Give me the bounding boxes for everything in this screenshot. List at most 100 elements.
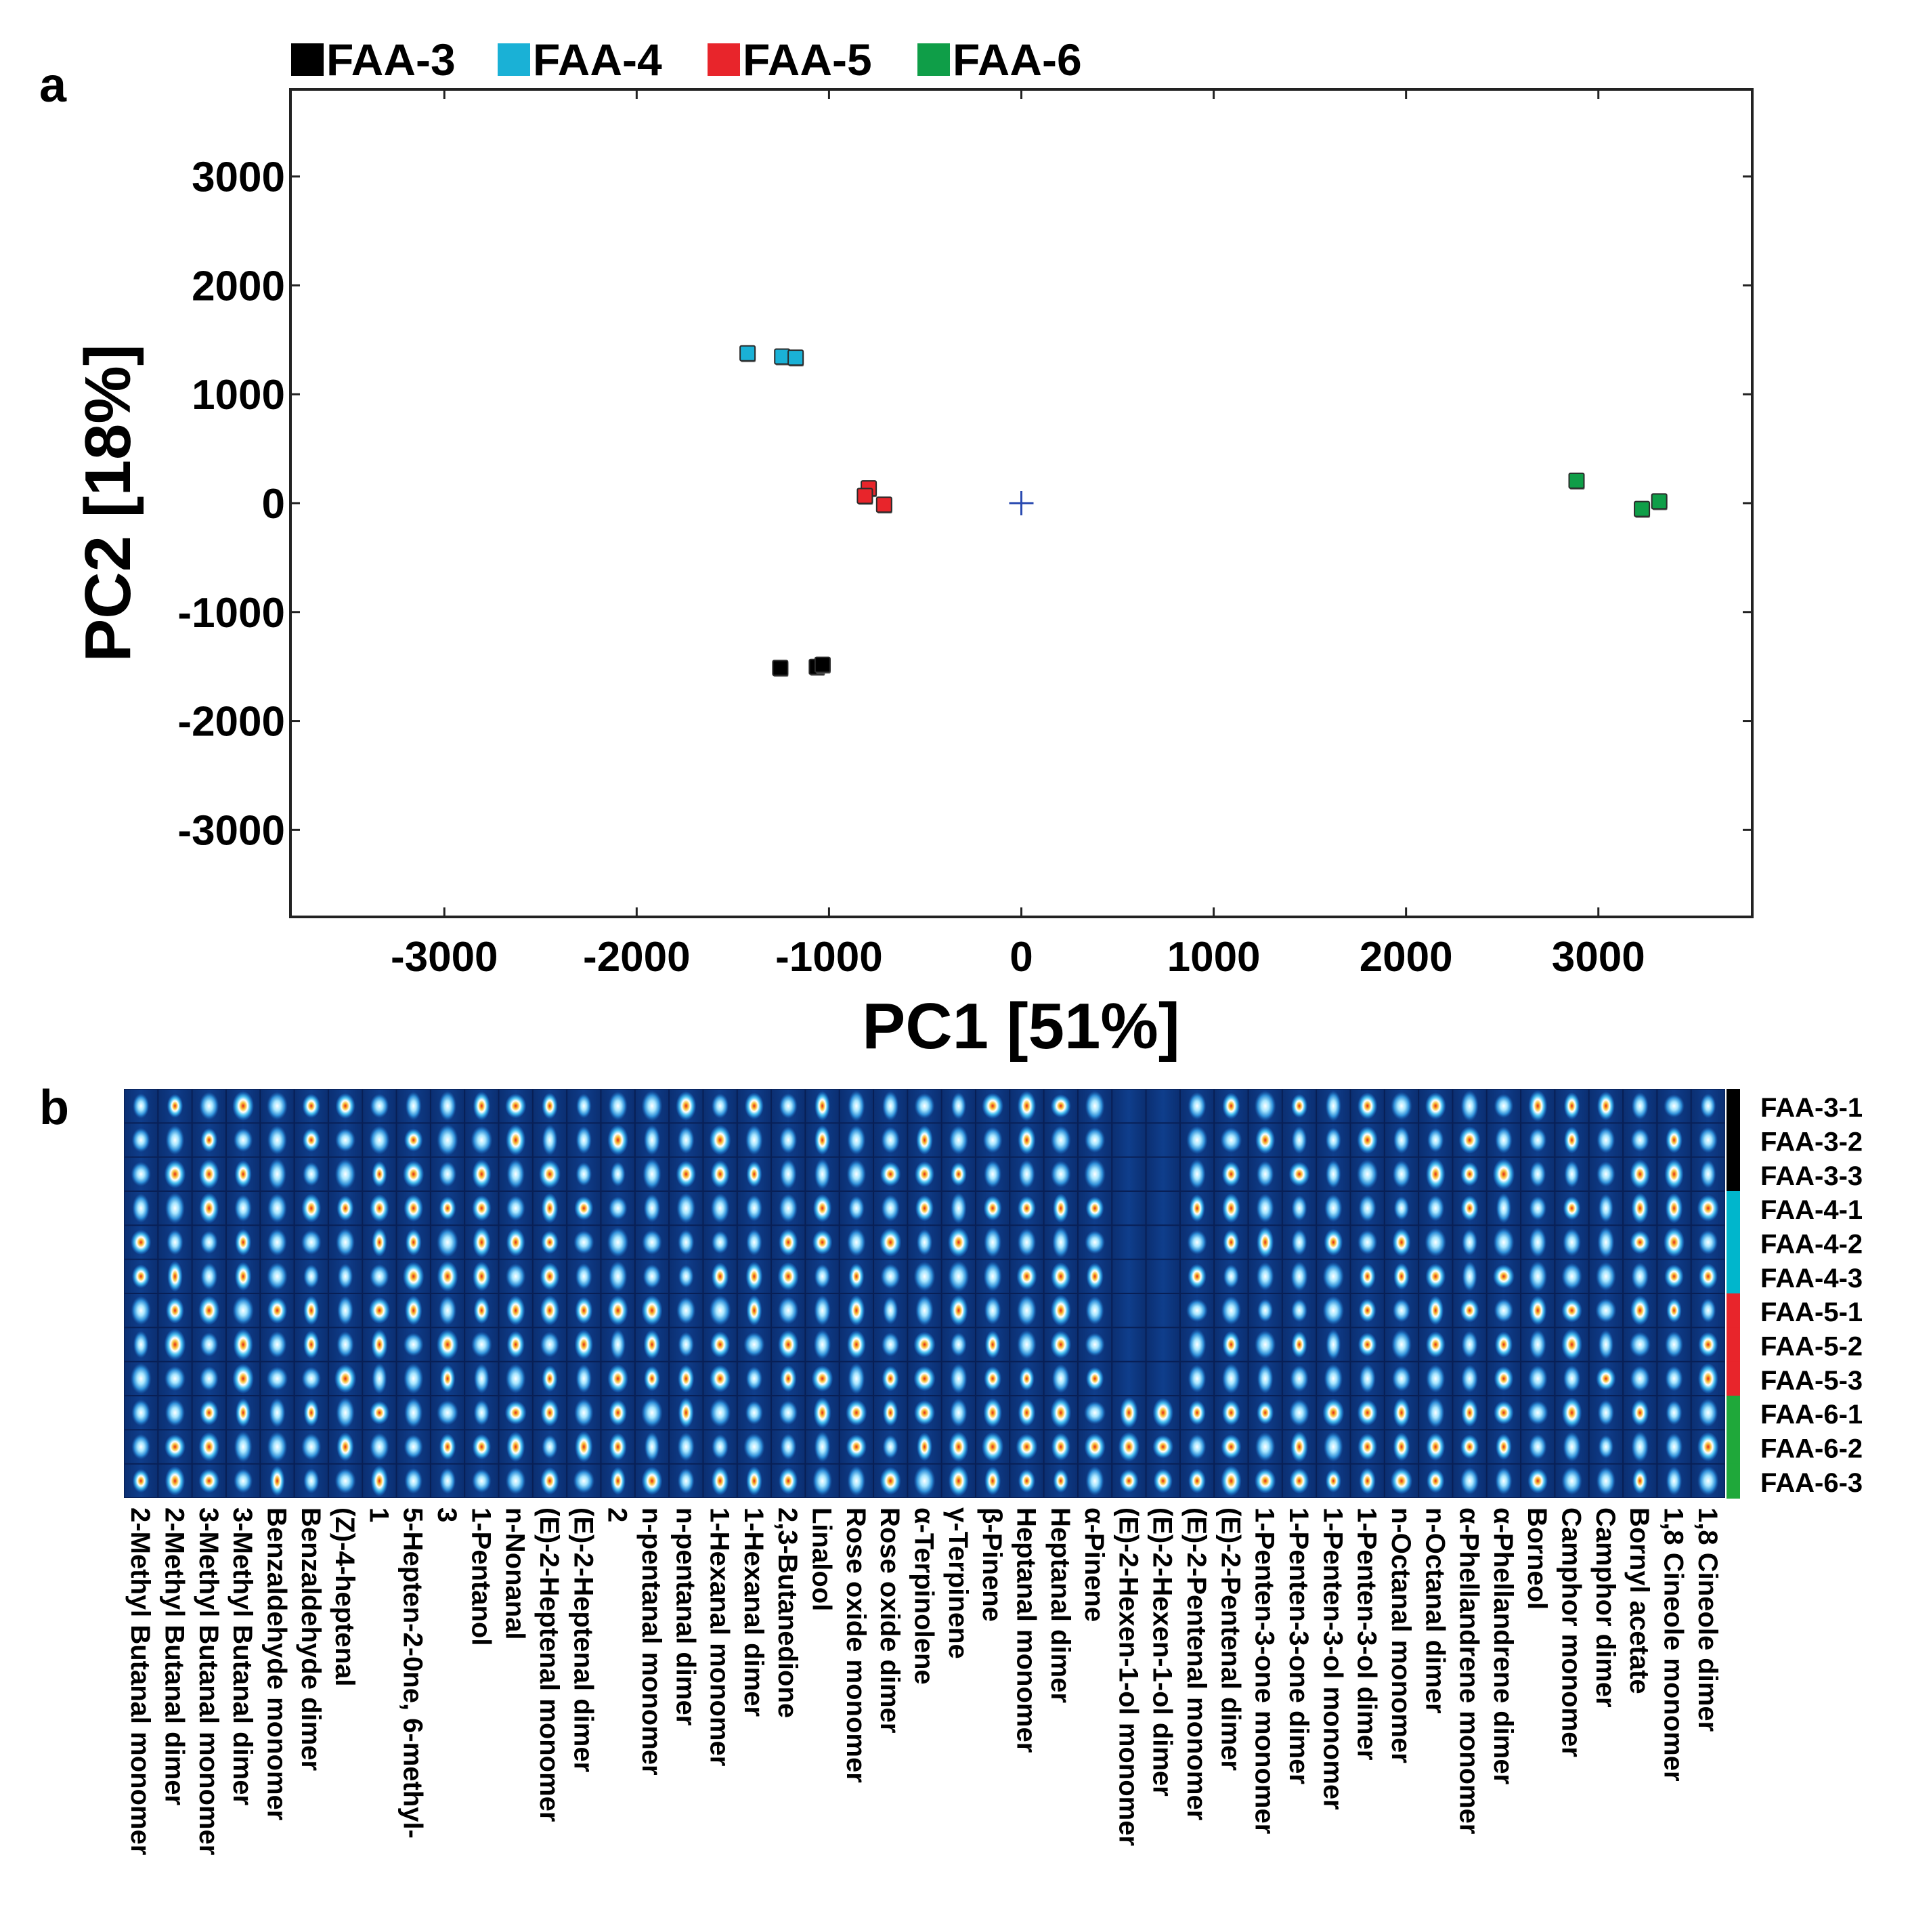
group-bar-segment xyxy=(1727,1225,1740,1260)
heatmap-spot xyxy=(1359,1467,1376,1495)
heatmap-spot xyxy=(813,1329,831,1360)
heatmap-spot xyxy=(439,1196,456,1220)
heatmap-spot xyxy=(678,1229,695,1255)
heatmap-spot xyxy=(1392,1228,1411,1257)
y-tick-label: 1000 xyxy=(192,372,285,418)
heatmap-spot xyxy=(1462,1229,1478,1255)
heatmap-spot xyxy=(1358,1433,1377,1461)
column-label: 1 xyxy=(364,1507,393,1522)
heatmap-spot xyxy=(1631,1092,1649,1120)
heatmap-spot xyxy=(506,1195,525,1221)
heatmap-spot xyxy=(575,1297,593,1325)
heatmap-spot xyxy=(1665,1193,1683,1224)
heatmap-spot xyxy=(301,1230,322,1255)
heatmap-spot xyxy=(1291,1229,1307,1255)
heatmap-spot xyxy=(405,1092,422,1121)
heatmap-spot xyxy=(266,1367,288,1391)
heatmap-spot xyxy=(1050,1397,1072,1428)
heatmap-spot xyxy=(1529,1161,1546,1188)
heatmap-spot xyxy=(1598,1435,1614,1459)
y-tick-label: -1000 xyxy=(177,590,285,637)
heatmap-spot xyxy=(811,1365,833,1392)
scatter-point-faa-5 xyxy=(875,496,892,513)
heatmap-spot xyxy=(1257,1298,1274,1323)
heatmap-spot xyxy=(1427,1195,1445,1222)
heatmap-spot xyxy=(777,1262,799,1291)
heatmap-spot xyxy=(1325,1128,1341,1153)
heatmap-spot xyxy=(1630,1295,1650,1326)
heatmap-spot xyxy=(439,1365,456,1393)
heatmap-spot xyxy=(643,1329,661,1360)
heatmap-spot xyxy=(1427,1468,1445,1493)
legend-label: FAA-6 xyxy=(953,35,1082,85)
heatmap-spot xyxy=(1051,1364,1070,1394)
heatmap-spot xyxy=(746,1228,762,1256)
heatmap-spot xyxy=(1393,1196,1410,1220)
heatmap-spot xyxy=(610,1467,626,1495)
heatmap-spot xyxy=(471,1125,493,1155)
group-bar-segment xyxy=(1727,1430,1740,1465)
heatmap-spot xyxy=(677,1432,695,1461)
heatmap-spot xyxy=(200,1230,218,1254)
heatmap-spot xyxy=(1085,1466,1104,1496)
heatmap-spot xyxy=(1700,1093,1716,1119)
column-label: 1-Pentanol xyxy=(466,1507,496,1646)
heatmap-spot xyxy=(1255,1330,1276,1359)
heatmap-spot xyxy=(234,1431,253,1463)
heatmap-cell xyxy=(1112,1157,1146,1190)
heatmap-spot xyxy=(949,1295,968,1326)
heatmap-spot xyxy=(1220,1127,1242,1153)
heatmap-spot xyxy=(745,1262,763,1291)
heatmap-spot xyxy=(1461,1398,1478,1427)
heatmap-spot xyxy=(506,1124,526,1156)
heatmap-spot xyxy=(131,1264,150,1289)
heatmap-spot xyxy=(1323,1432,1343,1462)
column-label: Linalool xyxy=(807,1507,837,1611)
heatmap-spot xyxy=(471,1331,492,1358)
heatmap-spot xyxy=(1664,1264,1684,1289)
heatmap-spot xyxy=(949,1398,968,1427)
heatmap-cell xyxy=(1112,1362,1146,1395)
heatmap-spot xyxy=(505,1093,527,1119)
column-label: (E)-2-Hexen-1-ol monomer xyxy=(1113,1507,1143,1846)
heatmap-spot xyxy=(1426,1365,1446,1393)
heatmap-spot xyxy=(1460,1467,1479,1495)
heatmap-spot xyxy=(372,1362,387,1394)
heatmap-spot xyxy=(1084,1127,1106,1153)
y-tick-label: -2000 xyxy=(177,699,285,746)
heatmap-spot xyxy=(1630,1230,1650,1254)
heatmap-spot xyxy=(914,1400,935,1425)
heatmap-spot xyxy=(1085,1367,1104,1390)
heatmap-spot xyxy=(643,1264,661,1289)
heatmap-spot xyxy=(1017,1091,1037,1121)
heatmap-spot xyxy=(540,1331,560,1358)
heatmap-spot xyxy=(1050,1295,1071,1327)
heatmap-spot xyxy=(1084,1400,1106,1425)
group-bar-segment xyxy=(1727,1089,1740,1124)
y-tick-label: 3000 xyxy=(192,154,285,201)
heatmap-spot xyxy=(913,1262,936,1291)
heatmap-spot xyxy=(676,1161,696,1188)
heatmap-cell xyxy=(1146,1192,1179,1225)
x-tick-label: 2000 xyxy=(1360,934,1453,981)
heatmap-spot xyxy=(1698,1264,1718,1289)
heatmap-spot xyxy=(812,1194,832,1222)
heatmap-spot xyxy=(643,1158,661,1190)
heatmap-spot xyxy=(1425,1331,1446,1358)
heatmap-spot xyxy=(1392,1160,1411,1188)
heatmap-spot xyxy=(847,1465,866,1497)
heatmap-cell xyxy=(1146,1123,1179,1157)
heatmap-spot xyxy=(267,1228,287,1256)
group-bar-segment xyxy=(1727,1293,1740,1329)
heatmap-spot xyxy=(1665,1366,1683,1392)
heatmap-spot xyxy=(1188,1434,1207,1460)
heatmap-spot xyxy=(1221,1400,1240,1426)
panel-a-label: a xyxy=(39,58,67,112)
heatmap-spot xyxy=(1016,1434,1038,1460)
heatmap-spot xyxy=(1529,1329,1546,1360)
heatmap-spot xyxy=(643,1194,661,1223)
heatmap-spot xyxy=(1597,1126,1615,1154)
heatmap-spot xyxy=(1086,1262,1104,1290)
heatmap-spot xyxy=(779,1228,798,1256)
heatmap-spot xyxy=(372,1228,387,1257)
